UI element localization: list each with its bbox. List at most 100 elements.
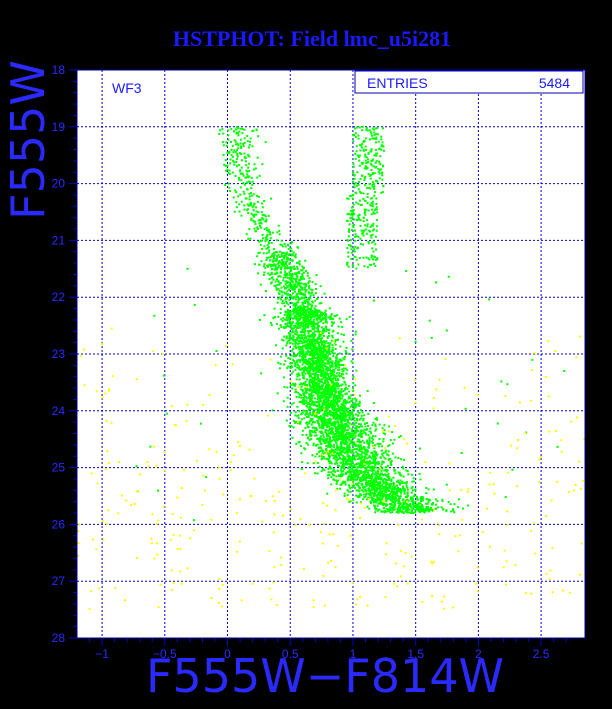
green-point (375, 454, 378, 457)
green-point (371, 455, 374, 458)
green-point (311, 327, 314, 330)
green-point (328, 427, 331, 430)
green-point (364, 469, 367, 472)
green-point (347, 385, 350, 388)
green-point (357, 426, 360, 429)
green-point (383, 506, 386, 509)
green-point (285, 257, 288, 260)
green-point (242, 145, 245, 148)
green-point (289, 341, 292, 344)
green-point (309, 362, 312, 365)
green-point (248, 155, 251, 158)
green-point (342, 411, 345, 414)
green-point (360, 450, 363, 453)
green-point (313, 310, 316, 313)
green-point (297, 337, 300, 340)
green-point (323, 346, 326, 349)
green-point (235, 191, 238, 194)
green-point (293, 345, 296, 348)
green-point (296, 342, 299, 345)
green-point (292, 303, 295, 306)
green-point (338, 434, 341, 437)
green-point (259, 221, 262, 224)
green-point (402, 498, 405, 501)
green-point (376, 211, 379, 214)
green-point (332, 416, 335, 419)
green-point (284, 245, 287, 248)
green-point (325, 401, 328, 404)
green-point (322, 360, 325, 363)
green-point (324, 371, 327, 374)
green-point (367, 446, 370, 449)
green-point (348, 484, 351, 487)
green-point (359, 432, 362, 435)
green-point (363, 458, 366, 461)
green-point (296, 285, 299, 288)
green-point (363, 485, 366, 488)
green-point (317, 344, 320, 347)
green-point (364, 210, 367, 213)
green-point (344, 393, 347, 396)
green-point (366, 439, 369, 442)
green-point (286, 325, 289, 328)
green-point (305, 340, 308, 343)
green-point (277, 292, 280, 295)
green-point (302, 399, 305, 402)
green-point (330, 450, 333, 453)
green-point (389, 491, 392, 494)
green-point (337, 385, 340, 388)
green-point (295, 286, 298, 289)
green-point (314, 322, 317, 325)
green-point (249, 204, 252, 207)
green-point (304, 286, 307, 289)
green-point (285, 280, 288, 283)
green-point (361, 475, 364, 478)
green-point (301, 273, 304, 276)
green-point (384, 457, 387, 460)
green-point (304, 259, 307, 262)
green-point (332, 369, 335, 372)
green-point (317, 367, 320, 370)
green-point (287, 248, 290, 251)
green-point (289, 267, 292, 270)
green-point (312, 338, 315, 341)
green-point (289, 286, 292, 289)
green-point (355, 468, 358, 471)
green-point (385, 508, 388, 511)
green-point (334, 339, 337, 342)
green-point (326, 457, 329, 460)
green-point (336, 449, 339, 452)
green-point (404, 505, 407, 508)
green-point (323, 411, 326, 414)
green-point (249, 201, 252, 204)
green-point (360, 494, 363, 497)
green-point (348, 400, 351, 403)
green-point (334, 374, 337, 377)
green-point (348, 415, 351, 418)
green-point (408, 508, 411, 511)
green-point (357, 438, 360, 441)
green-point (410, 511, 413, 514)
green-point (329, 358, 332, 361)
green-point (294, 421, 297, 424)
green-point (417, 507, 420, 510)
green-point (349, 456, 352, 459)
green-point (243, 208, 246, 211)
green-point (315, 378, 318, 381)
green-point (301, 357, 304, 360)
green-point (318, 310, 321, 313)
green-point (326, 399, 329, 402)
green-point (327, 396, 330, 399)
green-point (314, 361, 317, 364)
green-point (382, 503, 385, 506)
green-point (335, 402, 338, 405)
green-point (320, 341, 323, 344)
green-point (311, 431, 314, 434)
green-point (437, 506, 440, 509)
green-point (406, 491, 409, 494)
green-point (286, 290, 289, 293)
green-point (317, 309, 320, 312)
green-point (296, 310, 299, 313)
green-point (397, 471, 400, 474)
green-point (313, 430, 316, 433)
